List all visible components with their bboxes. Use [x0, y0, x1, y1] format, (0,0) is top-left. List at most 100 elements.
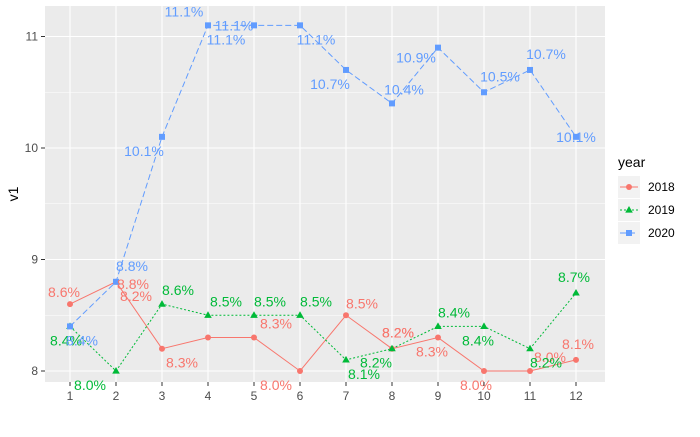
y-axis-title: v1 — [5, 186, 21, 201]
data-label-2019: 8.4% — [50, 332, 82, 348]
point-2018 — [159, 345, 165, 352]
data-label-2019: 8.4% — [462, 332, 494, 348]
x-tick-label: 5 — [251, 389, 258, 403]
data-label-2020: 10.1% — [124, 143, 164, 159]
point-2020 — [527, 66, 533, 73]
legend-item-2019: 2019 — [618, 199, 675, 221]
data-label-2019: 8.2% — [530, 355, 562, 371]
data-label-2019: 8.6% — [162, 282, 194, 298]
minor-gridlines — [45, 91, 605, 316]
point-2020 — [343, 66, 349, 73]
data-label-2018: 8.2% — [382, 325, 414, 341]
data-label-2018: 8.3% — [416, 344, 448, 360]
x-tick-label: 12 — [569, 389, 583, 403]
point-2018 — [343, 312, 349, 319]
data-label-2019: 8.5% — [254, 293, 286, 309]
data-label-2018: 8.5% — [346, 295, 378, 311]
point-2020 — [251, 22, 257, 29]
data-label-2019: 8.2% — [360, 355, 392, 371]
point-2018 — [205, 334, 211, 341]
x-tick-label: 7 — [343, 389, 350, 403]
point-2019 — [526, 344, 534, 352]
legend: year 2018 2019 2020 — [618, 154, 675, 244]
x-tick-label: 11 — [524, 389, 537, 403]
data-label-2018: 8.0% — [460, 377, 492, 393]
data-label-2019: 8.1% — [348, 366, 380, 382]
point-2020 — [481, 89, 487, 96]
data-label-2018: 8.3% — [260, 316, 292, 332]
point-2020 — [435, 44, 441, 51]
x-tick-label: 9 — [435, 389, 442, 403]
point-2020 — [67, 323, 73, 330]
data-label-2019: 8.0% — [74, 377, 106, 393]
plot-panel — [45, 6, 605, 382]
point-2019 — [250, 311, 258, 318]
legend-item-2020: 2020 — [618, 222, 675, 244]
legend-key-marker — [626, 230, 632, 236]
point-2019 — [480, 322, 488, 329]
data-label-2018: 8.3% — [166, 355, 198, 371]
data-label-2020: 10.9% — [396, 50, 436, 66]
x-tick-label: 4 — [205, 389, 212, 403]
point-2020 — [113, 278, 119, 285]
series-line-2020 — [69, 24, 577, 327]
x-tick-label: 10 — [477, 389, 491, 403]
data-label-2018: 8.8% — [117, 276, 149, 292]
series-line-2018 — [69, 281, 577, 372]
point-2018 — [573, 356, 579, 363]
data-label-2020: 11.1% — [165, 3, 204, 19]
data-label-2020: 10.1% — [556, 129, 596, 145]
data-label-2020: 10.4% — [384, 81, 424, 97]
point-2019 — [112, 367, 120, 374]
series-lines — [69, 24, 577, 372]
legend-item-2018: 2018 — [618, 176, 675, 198]
data-label-2018: 8.0% — [534, 349, 566, 365]
point-2019 — [434, 322, 442, 329]
data-label-2019: 8.7% — [558, 269, 590, 285]
legend-title: year — [618, 154, 646, 170]
point-2020 — [389, 100, 395, 107]
legend-key-marker — [626, 184, 632, 190]
data-label-2020: 10.7% — [310, 76, 350, 92]
major-gridlines — [45, 6, 605, 382]
data-label-2018: 8.0% — [260, 377, 292, 393]
y-tick-label: 9 — [31, 253, 38, 267]
legend-label: 2018 — [648, 180, 675, 194]
y-tick-label: 11 — [26, 30, 39, 44]
x-tick-label: 1 — [67, 389, 74, 403]
point-2019 — [204, 311, 212, 318]
data-label-2020: 11.1% — [215, 17, 254, 33]
point-2018 — [435, 334, 441, 341]
legend-label: 2020 — [648, 226, 675, 240]
point-2020 — [159, 133, 165, 140]
point-2020 — [573, 133, 579, 140]
point-2019 — [388, 344, 396, 352]
data-label-2020: 11.1% — [207, 31, 246, 47]
series-markers — [66, 22, 580, 374]
y-tick-label: 10 — [25, 141, 39, 155]
data-label-2018: 8.1% — [562, 336, 594, 352]
point-2019 — [572, 288, 580, 296]
data-label-2020: 10.5% — [480, 68, 520, 84]
data-labels: 8.6%8.8%8.3%8.3%8.0%8.5%8.2%8.3%8.0%8.0%… — [48, 3, 596, 393]
point-2019 — [296, 311, 304, 318]
point-2018 — [67, 301, 73, 308]
data-label-2020: 10.7% — [526, 46, 566, 62]
point-2020 — [205, 22, 211, 29]
point-2018 — [297, 368, 303, 374]
data-label-2019: 8.4% — [438, 304, 470, 320]
legend-key-marker — [625, 206, 633, 213]
data-label-2018: 8.2% — [382, 325, 414, 341]
point-2020 — [297, 22, 303, 29]
data-label-2020: 8.4% — [66, 332, 98, 348]
x-tick-label: 3 — [159, 389, 166, 403]
data-label-2018: 8.2% — [120, 288, 152, 304]
series-line-2019 — [69, 292, 577, 372]
x-tick-label: 8 — [389, 389, 396, 403]
data-label-2020: 11.1% — [297, 31, 336, 47]
data-label-2018: 8.6% — [48, 284, 80, 300]
data-label-2019: 8.5% — [300, 293, 332, 309]
x-tick-label: 6 — [297, 389, 304, 403]
